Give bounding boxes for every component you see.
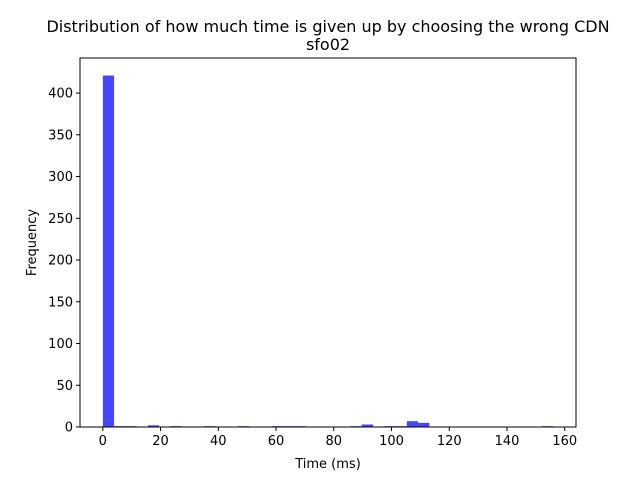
y-tick-label: 0	[65, 421, 73, 436]
y-tick-label: 200	[48, 254, 73, 269]
x-tick-label: 60	[268, 434, 285, 449]
y-tick-label: 250	[48, 212, 73, 227]
histogram-bar	[418, 422, 430, 427]
y-axis-label: Frequency	[25, 209, 40, 276]
y-tick-label: 50	[56, 379, 73, 394]
chart-subtitle: sfo02	[306, 35, 350, 54]
histogram-bar	[102, 75, 115, 427]
x-tick-label: 120	[437, 434, 462, 449]
histogram-bar	[361, 424, 374, 427]
y-tick-label: 150	[48, 295, 73, 310]
x-tick-label: 140	[495, 434, 520, 449]
histogram-bars	[102, 75, 554, 427]
y-axis-ticks: 0 50 100 150 200 250 300 350 400	[48, 87, 80, 436]
x-tick-label: 160	[552, 434, 577, 449]
x-tick-label: 80	[326, 434, 343, 449]
y-tick-label: 100	[48, 337, 73, 352]
y-tick-label: 350	[48, 128, 73, 143]
x-tick-label: 0	[99, 434, 107, 449]
plot-frame	[79, 57, 577, 428]
histogram-bar	[406, 421, 419, 427]
histogram-bar	[147, 425, 160, 427]
y-tick-label: 400	[48, 87, 73, 102]
x-axis-label: Time (ms)	[294, 457, 361, 472]
x-tick-label: 100	[379, 434, 404, 449]
y-tick-label: 300	[48, 170, 73, 185]
chart-title: Distribution of how much time is given u…	[46, 17, 609, 36]
x-axis-ticks: 0 20 40 60 80 100 120 140 160	[99, 427, 577, 449]
x-tick-label: 40	[210, 434, 227, 449]
x-tick-label: 20	[152, 434, 169, 449]
